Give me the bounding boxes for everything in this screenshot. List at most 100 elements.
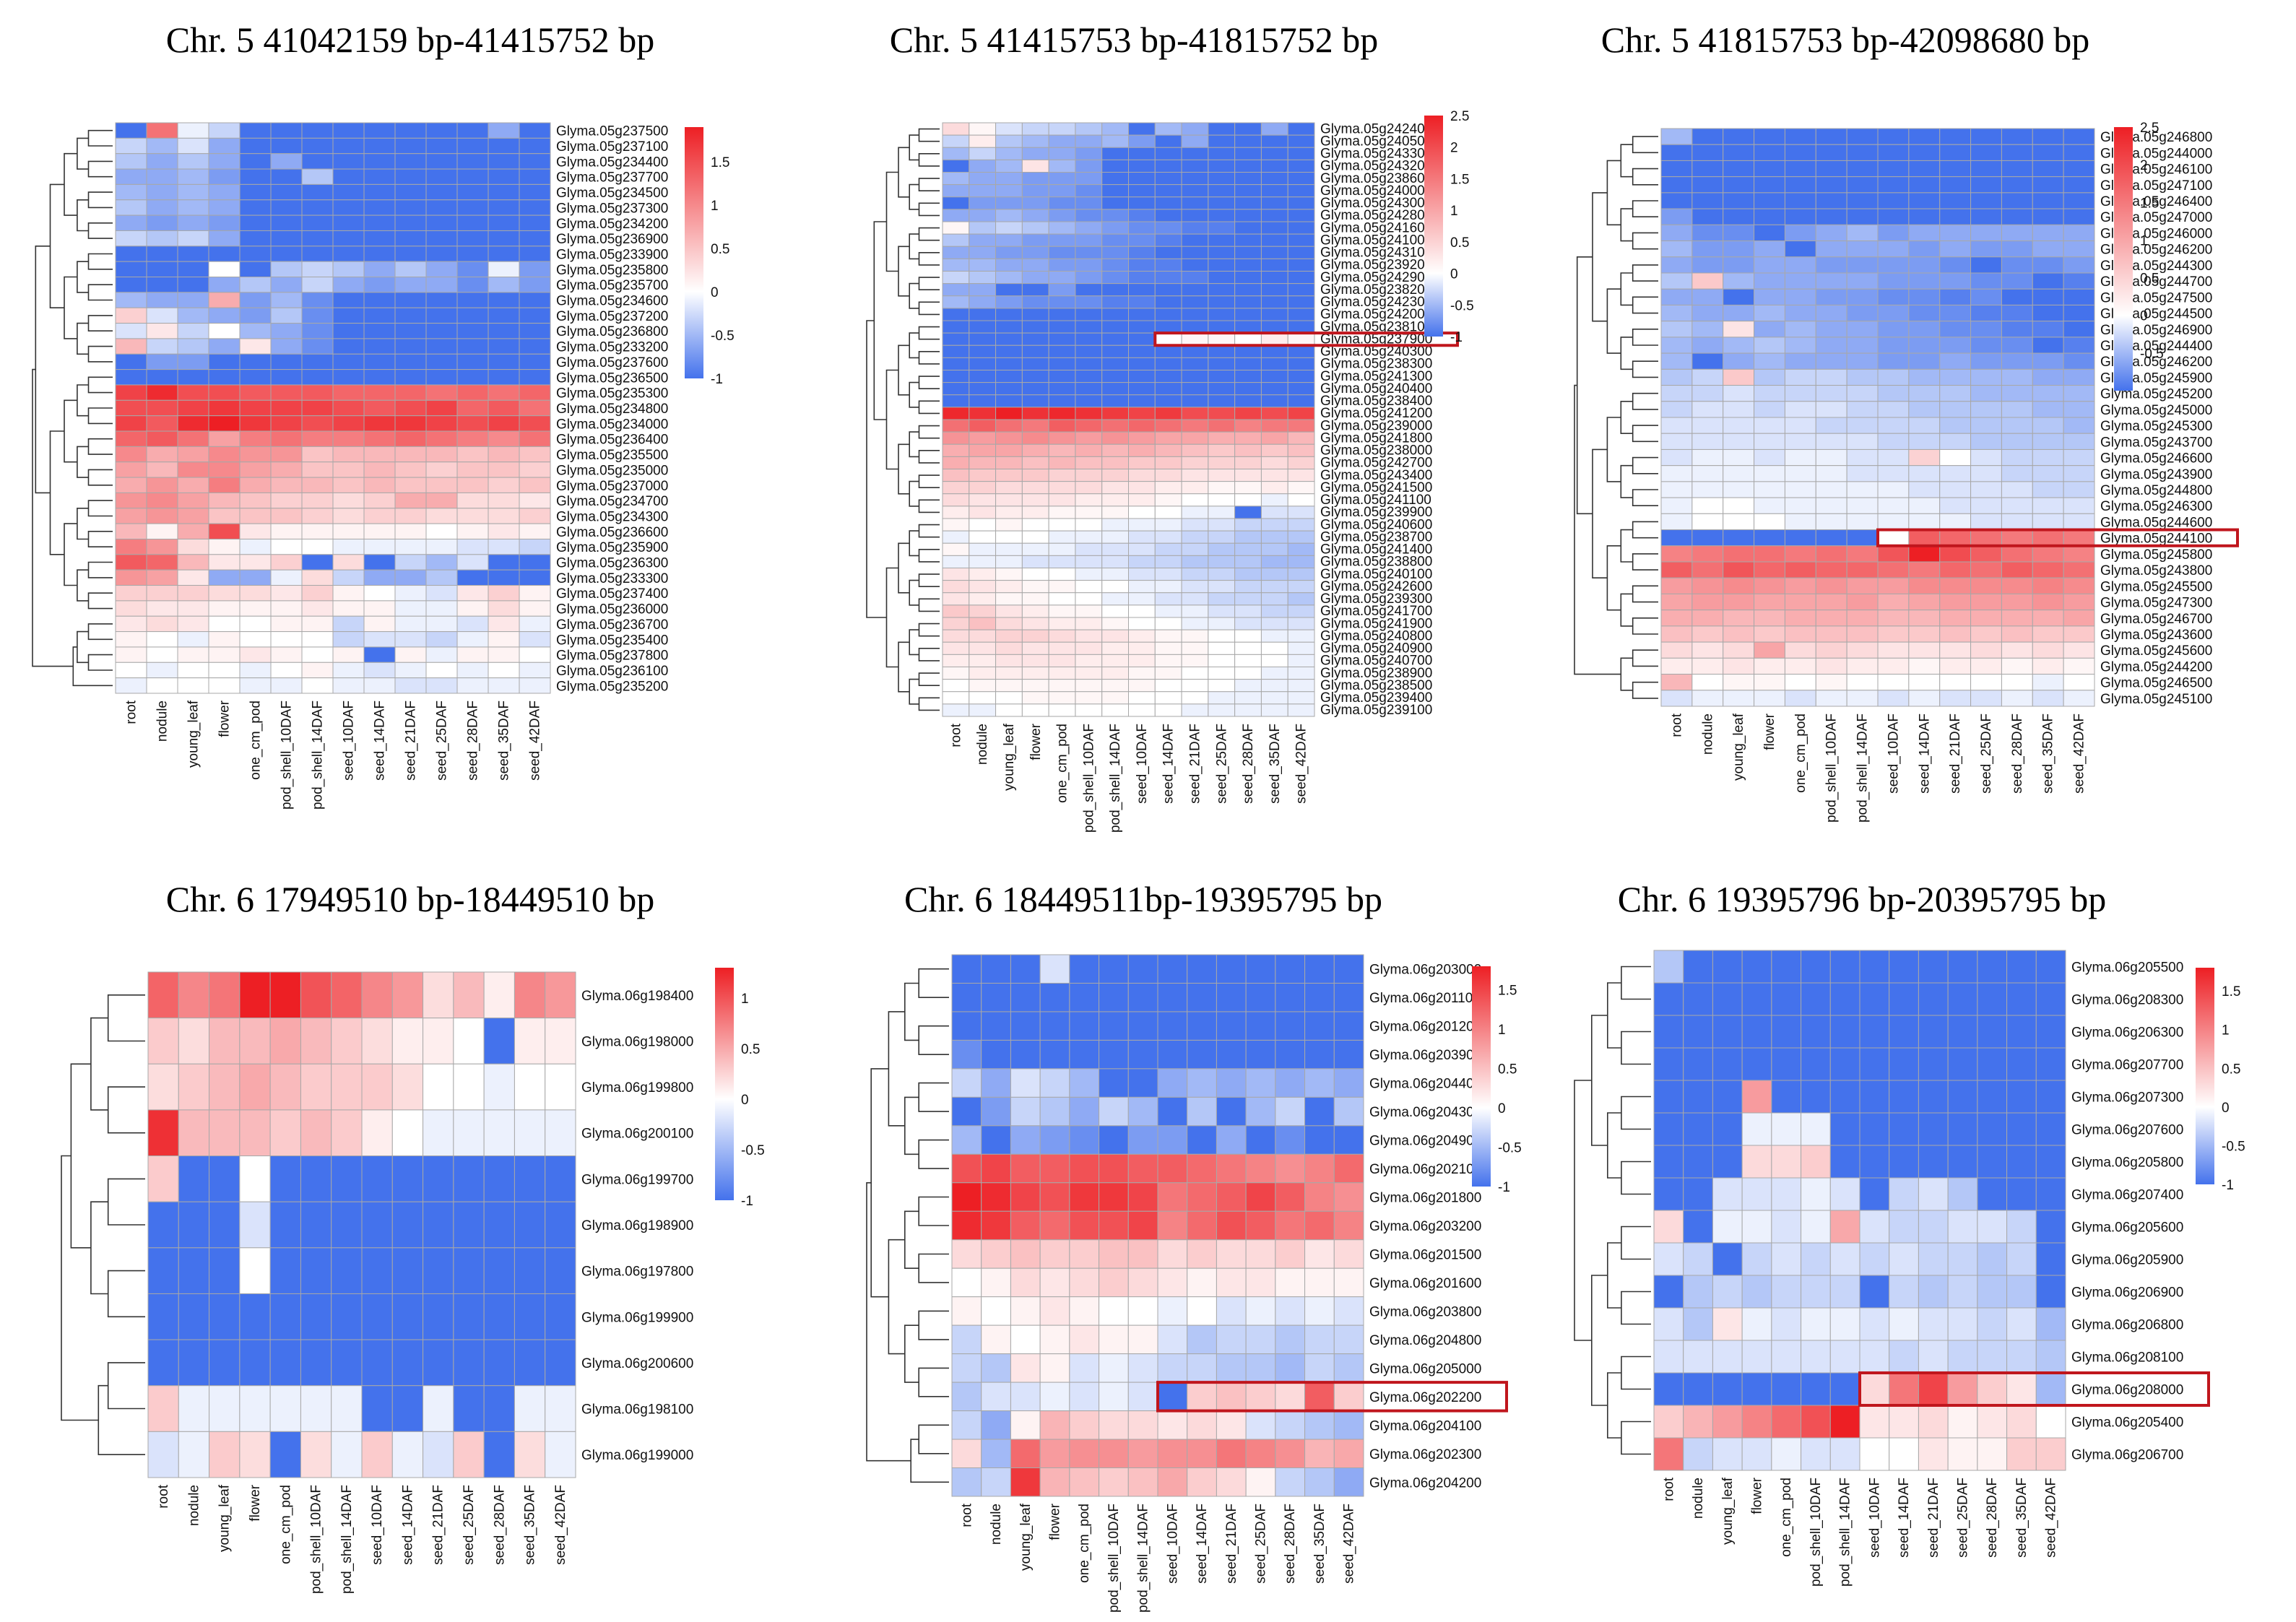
heatmap-cell — [995, 258, 1023, 272]
gene-label: Glyma.05g240800 — [1320, 628, 1432, 643]
heatmap-cell — [1099, 1324, 1129, 1355]
heatmap-cell — [1691, 352, 1724, 370]
heatmap-cell — [1048, 604, 1076, 618]
heatmap-cell — [332, 307, 365, 324]
heatmap-cell — [1970, 529, 2002, 547]
heatmap-cell — [2001, 481, 2033, 498]
heatmap-cell — [1691, 321, 1724, 338]
heatmap-cell — [1691, 160, 1724, 178]
dendrogram-branch — [918, 450, 940, 464]
heatmap-cell — [1908, 641, 1941, 659]
column-label: one_cm_pod — [1779, 1478, 1794, 1557]
heatmap-cell — [363, 446, 396, 463]
heatmap-cell — [1021, 271, 1049, 285]
heatmap-cell — [951, 1324, 982, 1355]
heatmap-cell — [1275, 1467, 1306, 1497]
heatmap-cell — [1187, 1153, 1217, 1184]
heatmap-cell — [1181, 456, 1209, 470]
dendrogram-branch — [72, 646, 113, 687]
gene-label: Glyma.06g198100 — [581, 1402, 693, 1418]
heatmap-cell — [1208, 443, 1236, 457]
heatmap-cell — [2032, 240, 2064, 258]
heatmap-cell — [1128, 258, 1156, 272]
heatmap-cell — [995, 407, 1023, 420]
heatmap-cell — [146, 430, 178, 447]
heatmap-cell — [981, 1039, 1011, 1070]
heatmap-cell — [456, 508, 489, 524]
heatmap-cell — [1187, 1068, 1217, 1098]
heatmap-cell — [1234, 258, 1262, 272]
heatmap-cell — [969, 172, 997, 186]
heatmap-cell — [425, 662, 458, 679]
dendrogram-branch — [866, 320, 887, 618]
heatmap-cell — [1154, 506, 1182, 519]
heatmap-cell — [1877, 224, 1910, 242]
heatmap-cell — [146, 246, 178, 262]
heatmap-cell — [1287, 555, 1315, 569]
heatmap-cell — [1010, 1296, 1041, 1326]
heatmap-cell — [1275, 1353, 1306, 1383]
heatmap-cell — [1101, 246, 1129, 259]
heatmap-cell — [1128, 320, 1156, 334]
heatmap-cell — [1939, 593, 1972, 611]
heatmap-cell — [1048, 357, 1076, 371]
heatmap-cell — [1304, 1125, 1335, 1155]
heatmap-cell — [1234, 431, 1262, 445]
heatmap-cell — [208, 615, 241, 633]
heatmap-cell — [177, 631, 209, 648]
heatmap-cell — [1181, 493, 1209, 507]
heatmap-cell — [1181, 246, 1209, 259]
heatmap-cell — [519, 492, 551, 509]
heatmap-cell — [1691, 529, 1724, 547]
dendrogram-branch — [1621, 1031, 1651, 1065]
heatmap-cell — [519, 277, 551, 293]
gene-label: Glyma.05g240000 — [1320, 183, 1432, 199]
heatmap-cell — [456, 168, 489, 185]
heatmap-cell — [239, 1201, 271, 1249]
heatmap-cell — [1128, 703, 1156, 717]
dendrogram-branch — [885, 567, 898, 668]
heatmap-cell — [1784, 192, 1816, 209]
heatmap-cell — [1815, 417, 1847, 434]
heatmap-cell — [1877, 690, 1910, 707]
heatmap-cell — [1846, 593, 1879, 611]
heatmap-cell — [301, 615, 334, 633]
heatmap-cell — [1099, 1296, 1129, 1326]
column-label: seed_14DAF — [1897, 1478, 1912, 1558]
heatmap-cell — [1660, 513, 1693, 531]
heatmap-cell — [942, 456, 970, 470]
heatmap-cell — [1846, 657, 1879, 675]
heatmap-cell — [2032, 625, 2064, 643]
dendrogram-branch — [918, 524, 940, 538]
heatmap-cell — [969, 320, 997, 334]
heatmap-cell — [1048, 667, 1076, 680]
heatmap-cell — [1712, 1080, 1743, 1114]
dendrogram-branch — [1621, 966, 1651, 1000]
dendrogram-branch — [77, 508, 89, 540]
heatmap-cell — [1859, 950, 1890, 984]
heatmap-cell — [1815, 224, 1847, 242]
heatmap-cell — [1691, 513, 1724, 531]
dendrogram-branch — [898, 641, 910, 693]
heatmap-cell — [1069, 1439, 1100, 1469]
gene-label: Glyma.06g204900 — [1369, 1134, 1481, 1149]
heatmap-cell — [1010, 1410, 1041, 1440]
heatmap-cell — [425, 677, 458, 694]
heatmap-cell — [1048, 295, 1076, 309]
gene-label: Glyma.05g239400 — [1320, 690, 1432, 706]
heatmap-cell — [1287, 604, 1315, 618]
heatmap-cell — [2032, 610, 2064, 627]
heatmap-cell — [209, 1155, 241, 1202]
column-label: root — [124, 700, 139, 724]
gene-label: Glyma.05g242000 — [1320, 307, 1432, 322]
heatmap-cell — [1683, 1210, 1713, 1244]
heatmap-cell — [363, 230, 396, 247]
gene-label: Glyma.05g242700 — [1320, 456, 1432, 471]
heatmap-cell — [1048, 271, 1076, 285]
heatmap-cell — [1260, 431, 1288, 445]
heatmap-cell — [2035, 1047, 2066, 1081]
heatmap-cell — [1304, 1296, 1335, 1326]
heatmap-cell — [1101, 233, 1129, 247]
heatmap-cell — [1187, 1353, 1217, 1383]
heatmap-cell — [2006, 982, 2037, 1016]
